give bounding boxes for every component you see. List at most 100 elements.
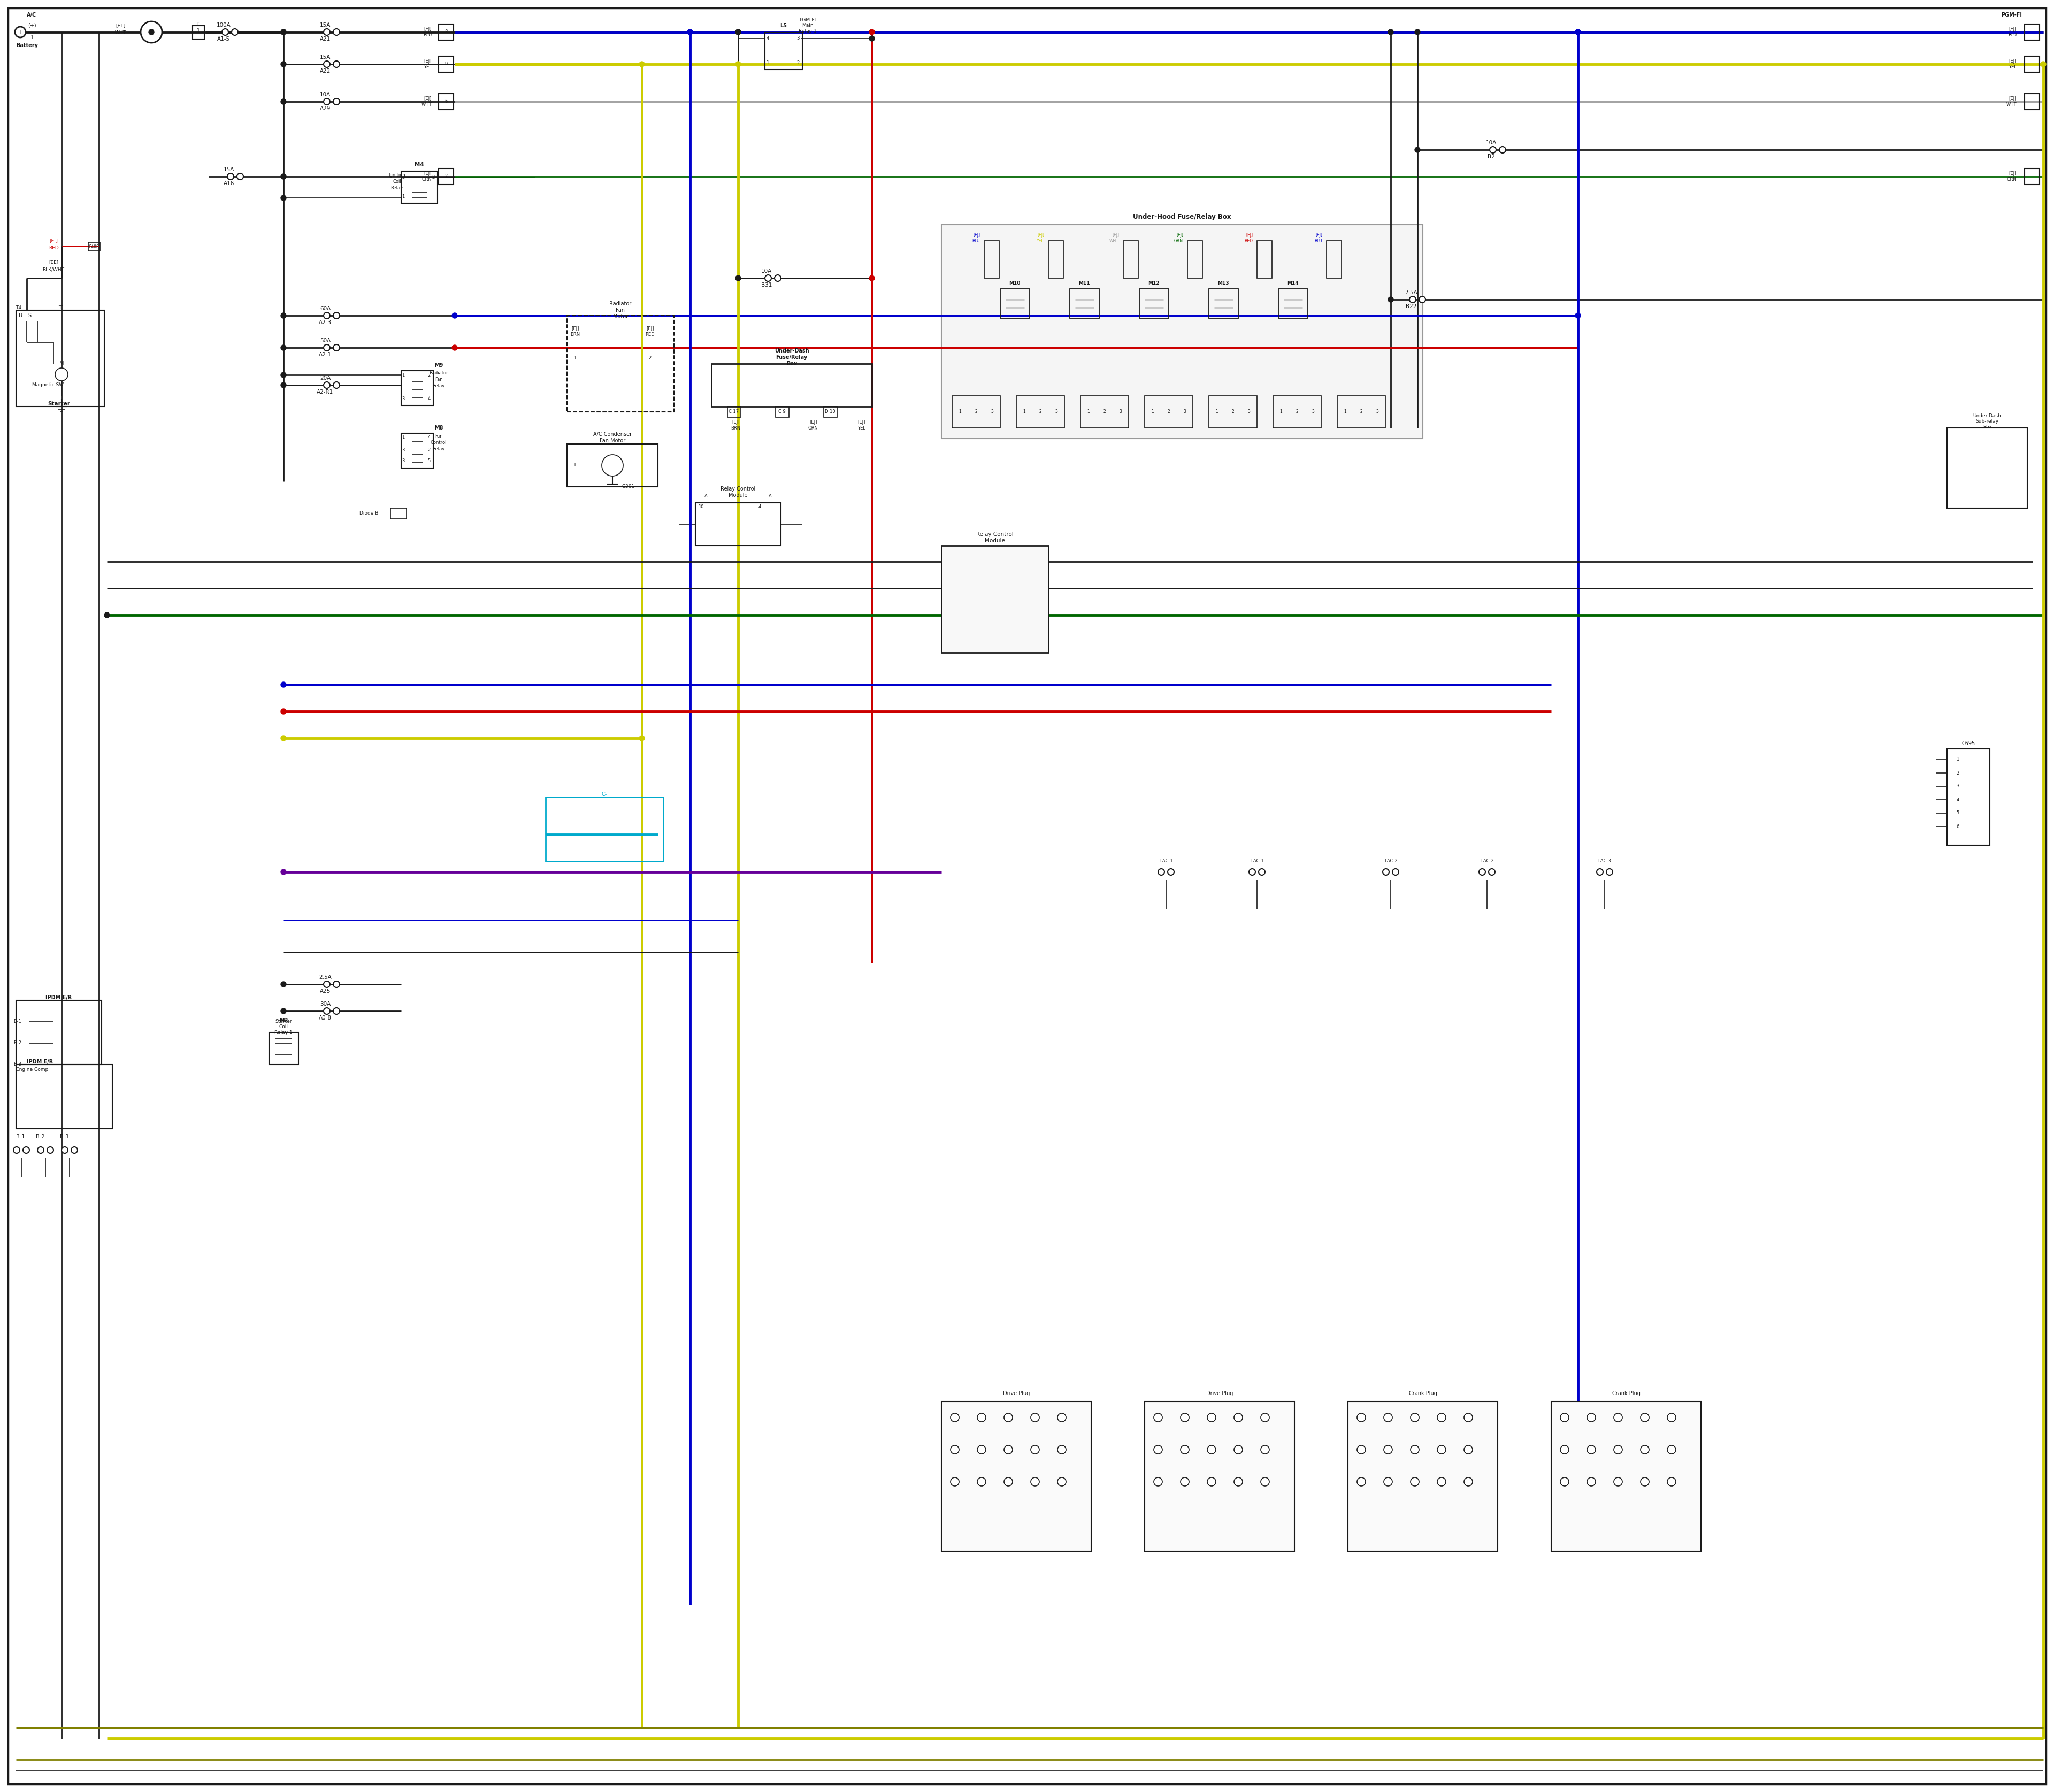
Text: 8: 8	[444, 30, 448, 34]
Circle shape	[1031, 1414, 1039, 1421]
Circle shape	[1181, 1414, 1189, 1421]
Circle shape	[1384, 1446, 1393, 1453]
Text: Radiator
Fan
Motor: Radiator Fan Motor	[610, 301, 631, 319]
Circle shape	[1382, 869, 1389, 874]
Bar	[727, 407, 741, 418]
Circle shape	[236, 174, 242, 179]
Bar	[1947, 428, 2027, 509]
Circle shape	[333, 29, 339, 36]
Circle shape	[1167, 869, 1175, 874]
Bar	[941, 545, 1048, 652]
Text: [EJ]
GRN: [EJ] GRN	[421, 172, 431, 181]
Text: B-2: B-2	[35, 1134, 45, 1140]
Text: B-1: B-1	[14, 1020, 21, 1023]
Text: A2-R1: A2-R1	[316, 389, 333, 394]
Circle shape	[1588, 1477, 1596, 1486]
Text: 1: 1	[1343, 410, 1347, 414]
Text: Crank Plug: Crank Plug	[1409, 1391, 1438, 1396]
Text: Starter
Coil
Relay 1: Starter Coil Relay 1	[275, 1020, 292, 1036]
Text: A0-8: A0-8	[318, 1016, 331, 1021]
Circle shape	[1389, 297, 1393, 303]
Text: 30A: 30A	[320, 1002, 331, 1007]
Circle shape	[1234, 1477, 1243, 1486]
Circle shape	[281, 982, 286, 987]
Text: 1: 1	[1955, 758, 1960, 762]
Text: [E-]: [E-]	[49, 238, 58, 244]
Circle shape	[735, 276, 741, 281]
Circle shape	[1234, 1414, 1243, 1421]
Text: 2: 2	[446, 174, 448, 179]
Text: M12: M12	[1148, 281, 1161, 287]
Bar	[401, 172, 438, 202]
Circle shape	[1208, 1477, 1216, 1486]
Text: Engine Comp: Engine Comp	[16, 1068, 49, 1072]
Text: 2: 2	[1360, 410, 1362, 414]
Circle shape	[1668, 1414, 1676, 1421]
Text: A: A	[768, 495, 772, 498]
Text: [EJ]
WHT: [EJ] WHT	[421, 97, 431, 108]
Text: 3: 3	[1119, 410, 1121, 414]
Text: B: B	[18, 314, 23, 319]
Text: S: S	[29, 314, 31, 319]
Circle shape	[1588, 1414, 1596, 1421]
Text: RED: RED	[49, 246, 58, 251]
Bar	[440, 56, 454, 72]
Circle shape	[281, 1009, 286, 1014]
Text: 3: 3	[403, 459, 405, 464]
Text: 1: 1	[403, 195, 405, 199]
Circle shape	[1358, 1477, 1366, 1486]
Circle shape	[1158, 869, 1165, 874]
Text: IPDM E/R: IPDM E/R	[27, 1059, 53, 1064]
Circle shape	[688, 29, 692, 34]
Circle shape	[1411, 1414, 1419, 1421]
Circle shape	[333, 61, 339, 68]
Bar	[764, 32, 803, 70]
Text: 3: 3	[1376, 410, 1378, 414]
Circle shape	[1208, 1446, 1216, 1453]
Circle shape	[1261, 1446, 1269, 1453]
Text: 1: 1	[573, 357, 577, 360]
Text: B-1: B-1	[16, 1134, 25, 1140]
Circle shape	[1588, 1446, 1596, 1453]
Text: C 17: C 17	[729, 410, 739, 414]
Text: 7.5A: 7.5A	[1405, 290, 1417, 296]
Text: [EJ]
GRN: [EJ] GRN	[1175, 233, 1183, 244]
Circle shape	[55, 367, 68, 382]
Text: [EJ]
BRN: [EJ] BRN	[571, 326, 579, 337]
Text: A25: A25	[320, 989, 331, 995]
Circle shape	[452, 314, 458, 319]
Text: 3: 3	[1183, 410, 1185, 414]
Text: M10: M10	[1009, 281, 1021, 287]
Circle shape	[281, 735, 286, 740]
Text: 3: 3	[990, 410, 994, 414]
Text: M11: M11	[1078, 281, 1091, 287]
Text: [EJ]
WHT: [EJ] WHT	[1109, 233, 1119, 244]
Text: Drive Plug: Drive Plug	[1002, 1391, 1029, 1396]
Bar	[2025, 56, 2040, 72]
Circle shape	[639, 735, 645, 740]
Text: M4: M4	[415, 161, 423, 167]
Bar	[1210, 289, 1239, 319]
Text: C 9: C 9	[778, 410, 787, 414]
Bar	[193, 25, 203, 39]
Bar	[941, 224, 1423, 439]
Circle shape	[281, 683, 286, 688]
Text: [EJ]
BLU: [EJ] BLU	[972, 233, 980, 244]
Text: A2-3: A2-3	[318, 321, 331, 324]
Circle shape	[325, 382, 331, 389]
Text: B2: B2	[1487, 154, 1495, 159]
Text: 15A: 15A	[320, 54, 331, 59]
Text: 3: 3	[403, 448, 405, 453]
Circle shape	[1058, 1414, 1066, 1421]
Text: 15A: 15A	[320, 23, 331, 29]
Circle shape	[1415, 29, 1419, 34]
Circle shape	[72, 1147, 78, 1154]
Bar	[1140, 289, 1169, 319]
Bar	[1070, 289, 1099, 319]
Text: Fan: Fan	[435, 434, 442, 439]
Circle shape	[281, 710, 286, 715]
Text: 2: 2	[649, 357, 651, 360]
Text: BLK/WHT: BLK/WHT	[43, 267, 64, 272]
Circle shape	[1641, 1477, 1649, 1486]
Text: G301: G301	[622, 484, 635, 489]
